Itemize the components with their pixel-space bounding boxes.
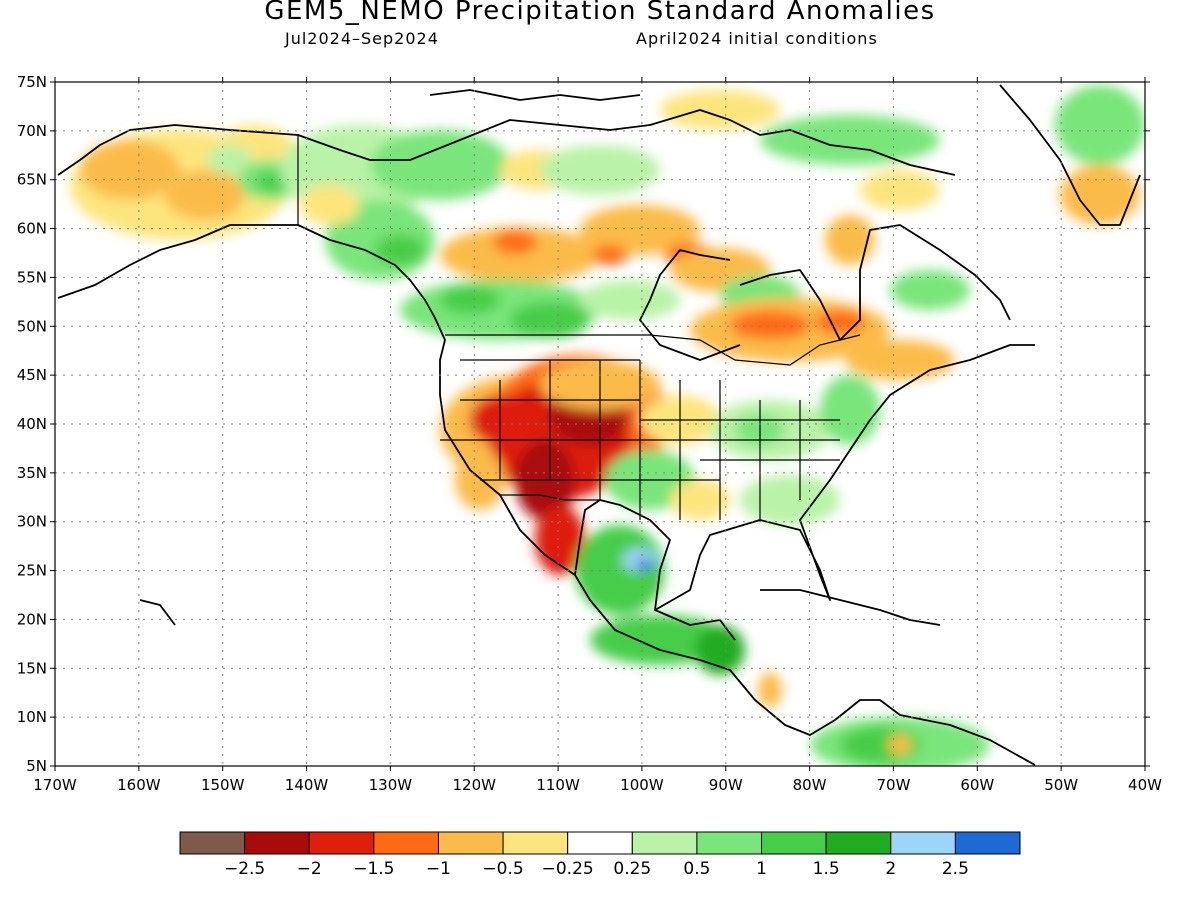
legend-swatch xyxy=(308,831,375,855)
lat-label: 25N xyxy=(17,562,47,580)
lon-label: 170W xyxy=(33,776,77,794)
lat-label: 70N xyxy=(17,122,47,140)
legend-swatch xyxy=(825,831,892,855)
axis-ticks xyxy=(50,77,1150,771)
legend-label: −1.5 xyxy=(353,859,394,879)
legend-swatch xyxy=(179,831,246,855)
lat-label: 40N xyxy=(17,415,47,433)
lon-label: 160W xyxy=(117,776,161,794)
lon-label: 110W xyxy=(536,776,580,794)
lat-label: 30N xyxy=(17,513,47,531)
legend-swatch xyxy=(890,831,956,855)
lon-label: 150W xyxy=(201,776,245,794)
legend-label: 2.5 xyxy=(942,859,969,879)
lon-label: 50W xyxy=(1044,776,1078,794)
legend-swatch xyxy=(502,831,569,855)
legend-swatch xyxy=(761,831,827,855)
latitude-labels: 75N 70N 65N 60N 55N 50N 45N 40N 35N 30N 25N 20N 15N 1… xyxy=(17,73,47,775)
legend-label: −2.5 xyxy=(224,859,265,879)
lat-label: 65N xyxy=(17,171,47,189)
legend-labels: −2.5 −2 −1.5 −1 −0.5 −0.25 0.25 0.5 1 1.5 2 2.5 xyxy=(224,859,969,879)
graticule xyxy=(55,82,1145,766)
lon-label: 90W xyxy=(709,776,743,794)
legend-label: −2 xyxy=(297,859,322,879)
lon-label: 60W xyxy=(960,776,994,794)
lon-label: 80W xyxy=(793,776,827,794)
lon-label: 70W xyxy=(877,776,911,794)
legend-swatch xyxy=(696,831,763,855)
forecast-period: Jul2024–Sep2024 xyxy=(285,29,439,48)
legend-label: −0.25 xyxy=(542,859,594,879)
legend-swatch xyxy=(567,831,633,855)
legend-label: −0.5 xyxy=(482,859,523,879)
legend-swatch xyxy=(437,831,504,855)
anomaly-field xyxy=(55,82,1145,766)
lat-label: 45N xyxy=(17,366,47,384)
lat-label: 5N xyxy=(26,757,47,775)
lon-label: 140W xyxy=(285,776,329,794)
coastlines xyxy=(57,84,1141,766)
lat-label: 50N xyxy=(17,317,47,335)
legend-swatch xyxy=(244,831,310,855)
color-legend xyxy=(179,831,1021,855)
map-title: GEM5_NEMO Precipitation Standard Anomali… xyxy=(264,0,936,26)
legend-label: 1.5 xyxy=(813,859,840,879)
lon-label: 100W xyxy=(620,776,664,794)
longitude-labels: 170W 160W 150W 140W 130W 120W 110W 100W 90W 80W 70… xyxy=(33,776,1162,794)
legend-swatch xyxy=(373,831,439,855)
lat-label: 55N xyxy=(17,268,47,286)
initial-conditions: April2024 initial conditions xyxy=(636,29,878,48)
legend-label: 0.25 xyxy=(613,859,651,879)
lon-label: 40W xyxy=(1128,776,1162,794)
lat-label: 10N xyxy=(17,708,47,726)
lat-label: 60N xyxy=(17,220,47,238)
lat-label: 15N xyxy=(17,659,47,677)
legend-swatch xyxy=(954,831,1021,855)
legend-label: 1 xyxy=(756,859,767,879)
lat-label: 20N xyxy=(17,610,47,628)
legend-swatch xyxy=(631,831,698,855)
legend-label: −1 xyxy=(426,859,451,879)
lat-label: 35N xyxy=(17,464,47,482)
legend-label: 2 xyxy=(885,859,896,879)
lon-label: 120W xyxy=(452,776,496,794)
lat-label: 75N xyxy=(17,73,47,91)
legend-label: 0.5 xyxy=(683,859,710,879)
borders xyxy=(297,135,861,520)
lon-label: 130W xyxy=(369,776,413,794)
